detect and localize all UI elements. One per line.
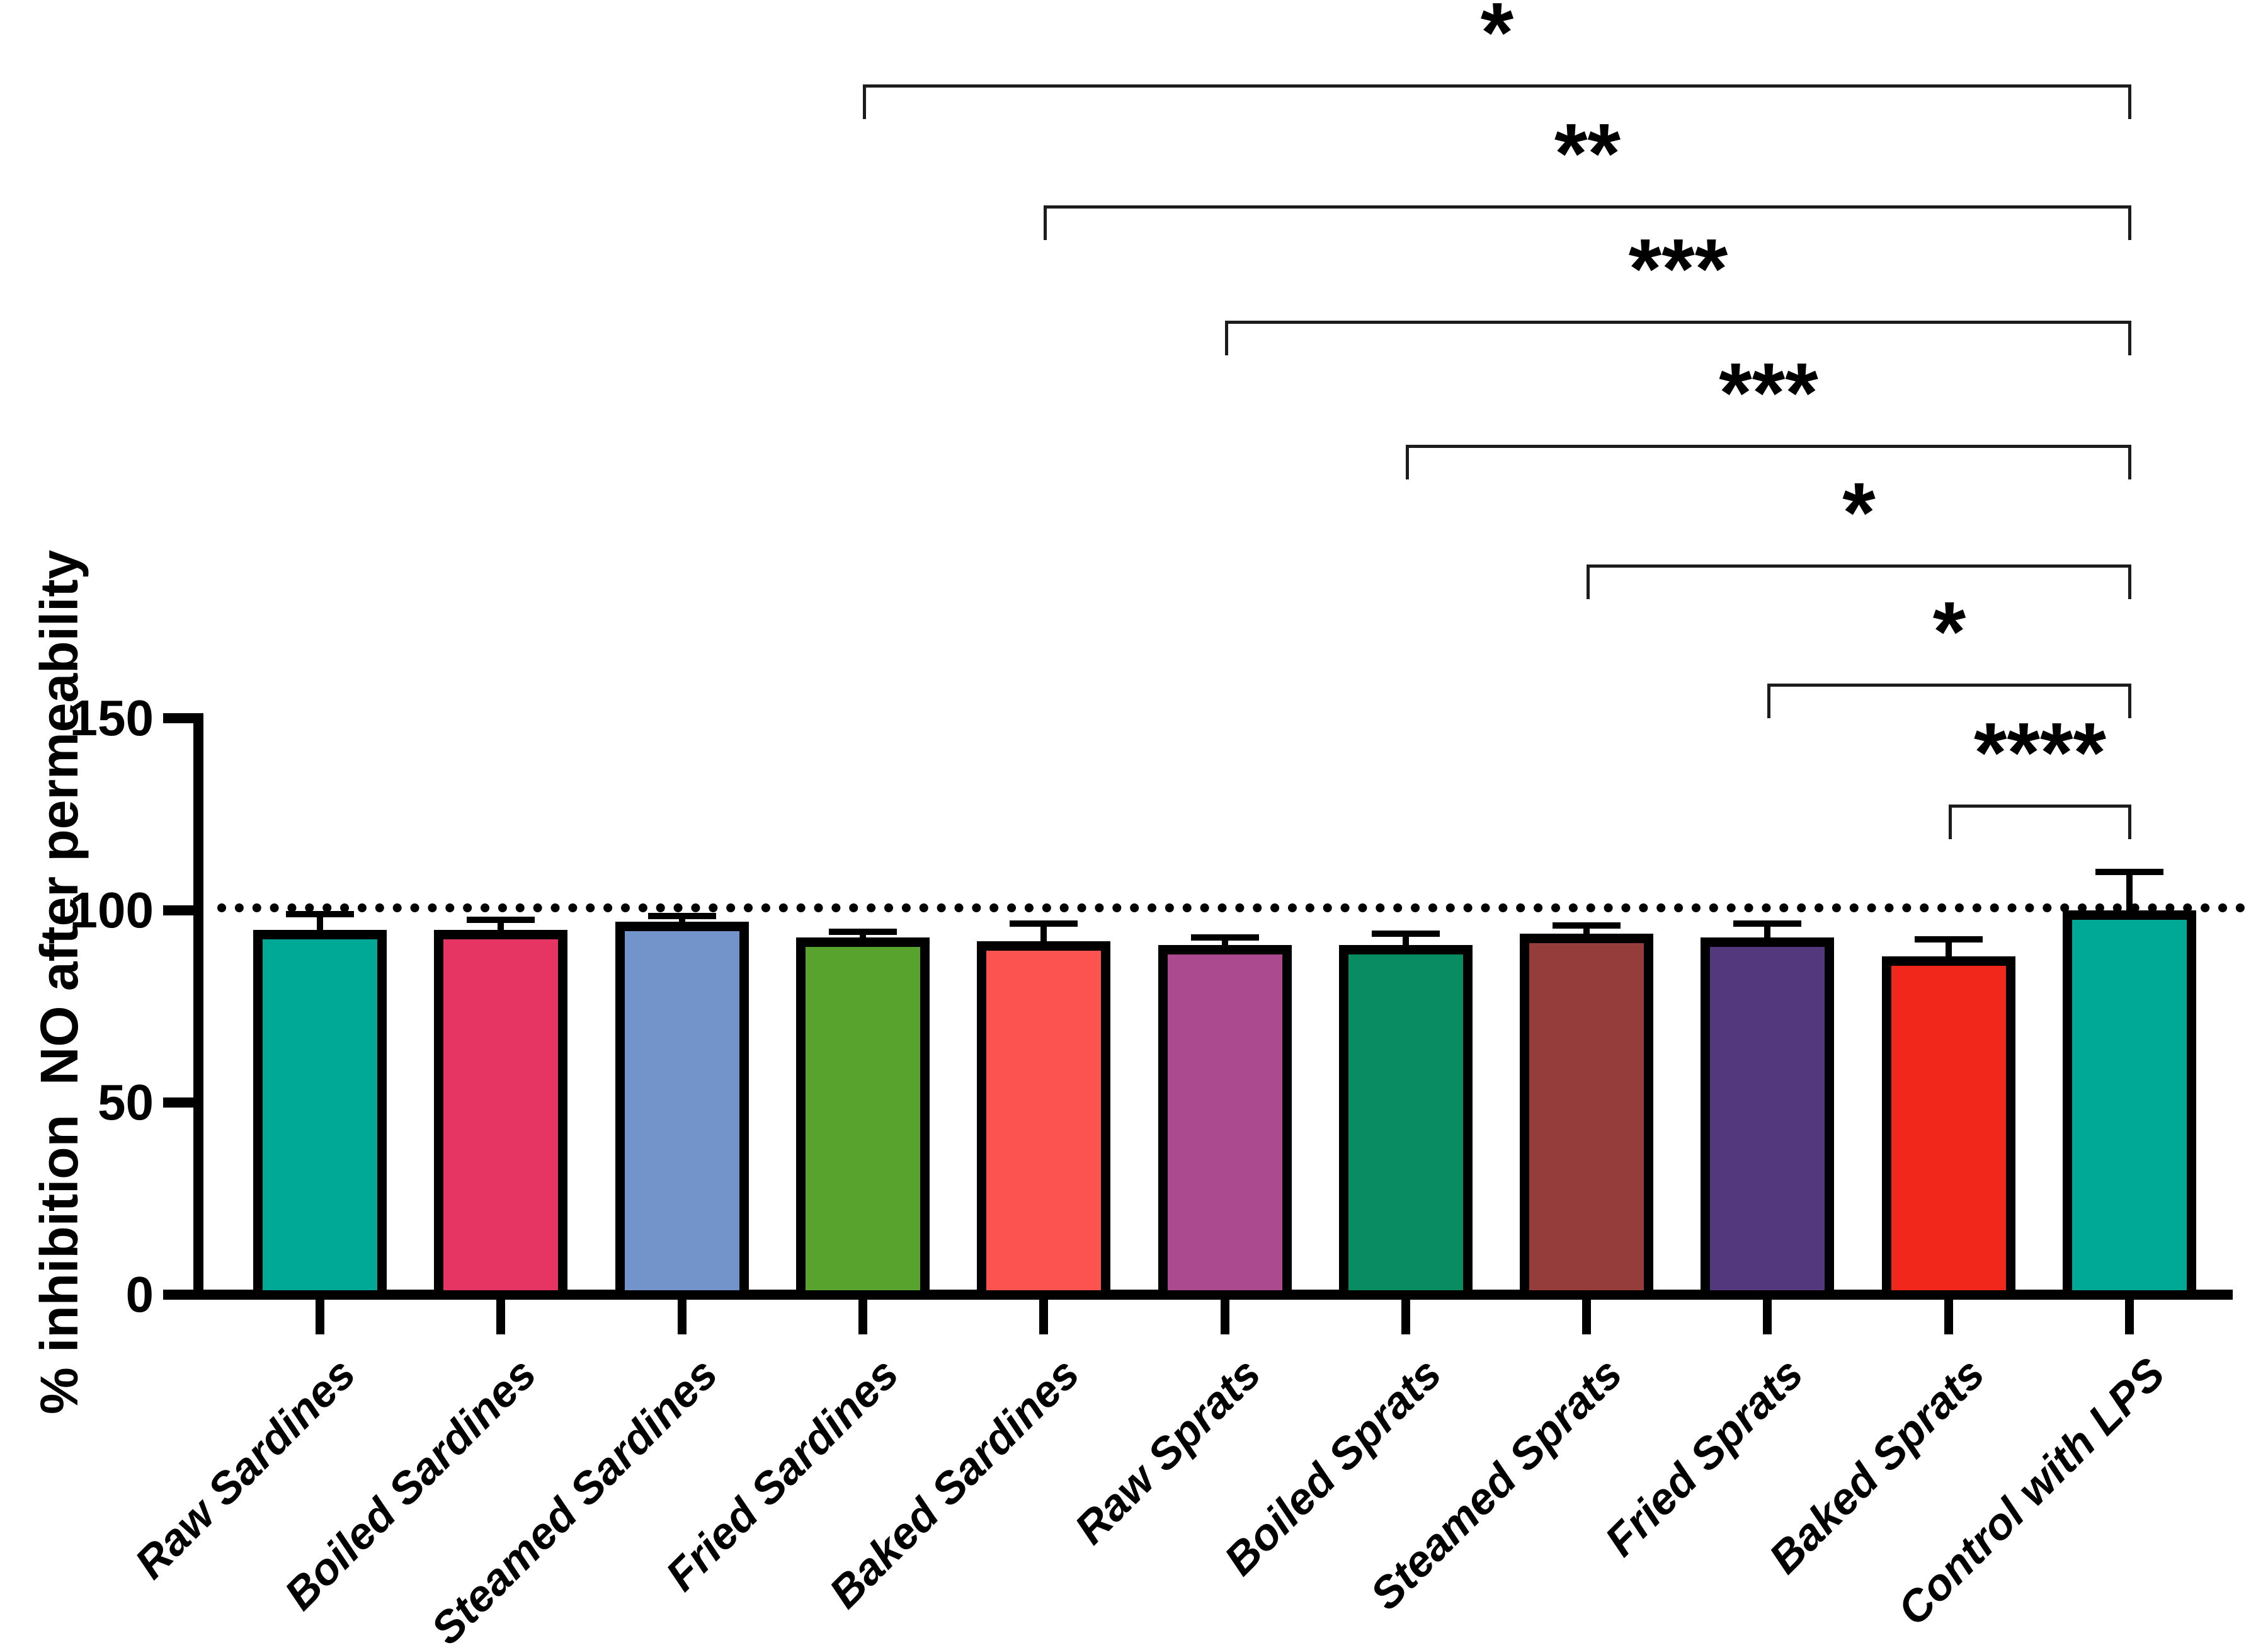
bar-boiled-sprats (1339, 944, 1473, 1300)
error-bar-cap-fried-sardines (829, 928, 897, 935)
sig-asterisks-steamed-sprats-vs-control-with-lps: * (1842, 465, 1876, 560)
y-tick-label-150: 150 (69, 690, 154, 746)
error-bar-cap-steamed-sardines (648, 913, 716, 920)
sig-bracket-left-drop-steamed-sprats-vs-control-with-lps (1587, 564, 1590, 599)
bar-boiled-sardines (434, 929, 567, 1300)
sig-bracket-right-drop-boiled-sprats-vs-control-with-lps (2128, 445, 2131, 479)
x-tick-raw-sprats (1221, 1300, 1229, 1334)
error-bar-cap-boiled-sardines (467, 917, 535, 924)
error-bar-cap-raw-sprats (1191, 934, 1259, 941)
bar-baked-sprats (1882, 956, 2015, 1300)
y-tick-label-50: 50 (98, 1074, 154, 1130)
error-bar-cap-control-with-lps (2095, 869, 2163, 875)
sig-bracket-line-boiled-sprats-vs-control-with-lps (1406, 445, 2131, 448)
sig-asterisks-baked-sprats-vs-control-with-lps: **** (1973, 705, 2107, 800)
error-bar-stem-fried-sprats (1764, 924, 1770, 950)
x-tick-fried-sardines (858, 1300, 867, 1334)
bar-baked-sardines (977, 941, 1110, 1300)
sig-asterisks-boiled-sprats-vs-control-with-lps: *** (1719, 345, 1818, 440)
x-tick-baked-sprats (1944, 1300, 1953, 1334)
sig-asterisks-fried-sprats-vs-control-with-lps: * (1932, 584, 1966, 679)
reference-line-100 (217, 903, 2245, 912)
sig-bracket-line-steamed-sprats-vs-control-with-lps (1587, 564, 2131, 568)
y-tick-150 (163, 713, 193, 723)
sig-bracket-left-drop-baked-sprats-vs-control-with-lps (1949, 805, 1952, 839)
x-tick-fried-sprats (1763, 1300, 1772, 1334)
y-axis-line (193, 713, 203, 1300)
y-tick-label-100: 100 (69, 882, 154, 938)
x-tick-control-with-lps (2125, 1300, 2134, 1334)
sig-bracket-right-drop-baked-sardines-vs-control-with-lps (2128, 205, 2131, 240)
bar-fried-sprats (1701, 937, 1834, 1300)
x-tick-boiled-sardines (496, 1300, 505, 1334)
error-bar-cap-raw-sardines (286, 911, 354, 918)
error-bar-cap-steamed-sprats (1553, 922, 1621, 929)
sig-bracket-line-fried-sardines-vs-control-with-lps (863, 84, 2131, 88)
sig-bracket-left-drop-boiled-sprats-vs-control-with-lps (1406, 445, 1409, 479)
error-bar-cap-baked-sprats (1915, 936, 1983, 942)
sig-bracket-right-drop-fried-sardines-vs-control-with-lps (2128, 84, 2131, 119)
sig-bracket-line-baked-sardines-vs-control-with-lps (1044, 205, 2131, 209)
bar-control-with-lps (2063, 910, 2196, 1300)
sig-asterisks-fried-sardines-vs-control-with-lps: * (1480, 0, 1514, 80)
error-bar-cap-boiled-sprats (1372, 930, 1440, 937)
y-tick-0 (163, 1290, 193, 1300)
sig-bracket-right-drop-steamed-sprats-vs-control-with-lps (2128, 564, 2131, 599)
sig-bracket-right-drop-raw-sprats-vs-control-with-lps (2128, 321, 2131, 355)
error-bar-stem-baked-sardines (1040, 924, 1047, 954)
sig-bracket-right-drop-baked-sprats-vs-control-with-lps (2128, 805, 2131, 839)
sig-bracket-left-drop-fried-sardines-vs-control-with-lps (863, 84, 866, 119)
bar-raw-sprats (1158, 944, 1292, 1300)
x-tick-boiled-sprats (1401, 1300, 1410, 1334)
sig-bracket-right-drop-fried-sprats-vs-control-with-lps (2128, 684, 2131, 718)
sig-bracket-line-fried-sprats-vs-control-with-lps (1767, 684, 2131, 687)
bar-steamed-sardines (615, 922, 749, 1300)
x-tick-steamed-sprats (1582, 1300, 1591, 1334)
x-tick-steamed-sardines (678, 1300, 687, 1334)
sig-bracket-left-drop-baked-sardines-vs-control-with-lps (1044, 205, 1047, 240)
bar-raw-sardines (253, 929, 387, 1300)
x-tick-raw-sardines (316, 1300, 324, 1334)
bar-steamed-sprats (1520, 933, 1653, 1300)
error-bar-cap-fried-sprats (1733, 920, 1801, 927)
sig-bracket-left-drop-fried-sprats-vs-control-with-lps (1767, 684, 1770, 718)
error-bar-stem-baked-sprats (1946, 939, 1952, 970)
x-label-raw-sprats: Raw Sprats (1065, 1348, 1270, 1554)
y-tick-50 (163, 1097, 193, 1108)
sig-bracket-line-baked-sprats-vs-control-with-lps (1949, 805, 2131, 808)
bar-fried-sardines (796, 937, 930, 1300)
error-bar-stem-control-with-lps (2126, 872, 2133, 923)
sig-asterisks-baked-sardines-vs-control-with-lps: ** (1554, 106, 1621, 201)
sig-bracket-line-raw-sprats-vs-control-with-lps (1225, 321, 2131, 324)
y-tick-label-0: 0 (125, 1266, 154, 1322)
y-tick-100 (163, 905, 193, 915)
x-tick-baked-sardines (1039, 1300, 1048, 1334)
sig-asterisks-raw-sprats-vs-control-with-lps: *** (1628, 221, 1728, 316)
error-bar-stem-raw-sardines (317, 914, 323, 942)
sig-bracket-left-drop-raw-sprats-vs-control-with-lps (1225, 321, 1228, 355)
error-bar-cap-baked-sardines (1010, 920, 1078, 927)
